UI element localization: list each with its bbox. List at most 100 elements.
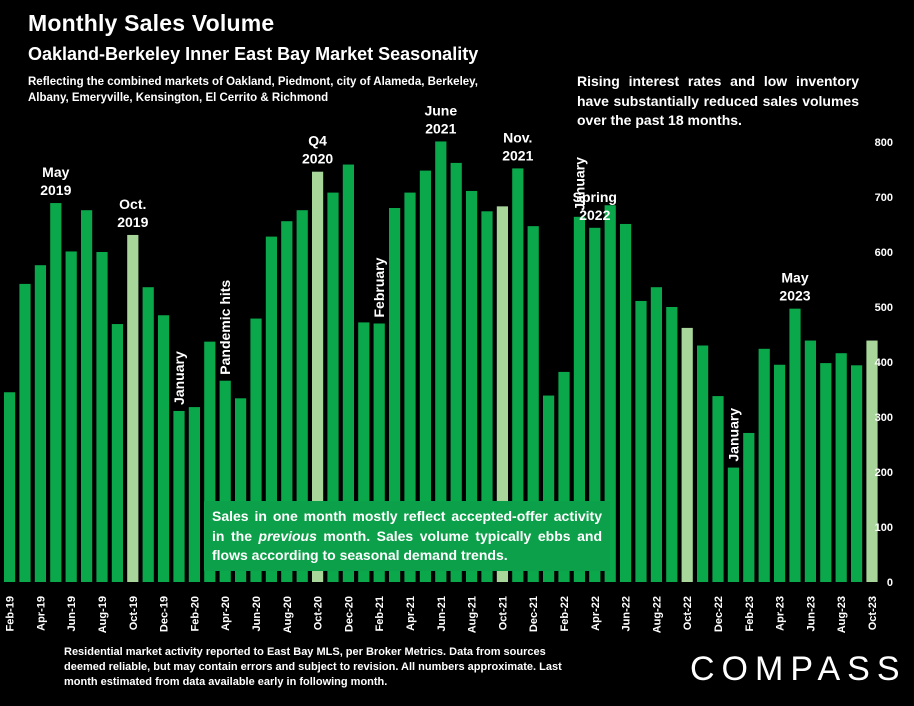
bar [558, 371, 570, 582]
x-tick-label: Feb-20 [189, 596, 201, 631]
x-tick-label: Oct-22 [682, 596, 694, 630]
x-tick-label: Oct-23 [867, 596, 879, 630]
bar [496, 206, 508, 582]
x-tick-label: Jun-22 [621, 596, 633, 631]
bar [142, 287, 154, 582]
x-tick-label: Aug-23 [836, 596, 848, 633]
bar [712, 396, 724, 582]
bar [450, 162, 462, 582]
bar [127, 234, 139, 582]
bar [327, 192, 339, 582]
annotation-label: January [725, 408, 741, 462]
annotation-label: Q4 [308, 133, 327, 149]
x-tick-label: Apr-23 [775, 596, 787, 631]
annotation-label: Spring [573, 189, 617, 205]
bar [419, 170, 431, 582]
interest-rate-callout: Rising interest rates and low inventory … [577, 73, 859, 128]
annotation-label: May [42, 164, 69, 180]
annotation-label: 2023 [779, 288, 810, 304]
x-tick-label: Oct-21 [497, 596, 509, 630]
x-tick-label: Aug-21 [467, 596, 479, 633]
x-tick-label: Apr-19 [35, 596, 47, 631]
annotation-label: 2021 [425, 120, 456, 136]
x-tick-label: Apr-22 [590, 596, 602, 631]
bar [158, 315, 170, 582]
bar [235, 398, 247, 582]
x-tick-label: Jun-20 [251, 596, 263, 631]
bar [650, 287, 662, 582]
bar [866, 340, 878, 582]
market-description: Reflecting the combined markets of Oakla… [28, 76, 478, 104]
bar [697, 345, 709, 582]
x-tick-label: Jun-21 [436, 596, 448, 631]
bar [312, 171, 324, 582]
y-tick-label: 500 [875, 302, 893, 314]
x-tick-label: Aug-22 [651, 596, 663, 633]
seasonality-note-emphasis: previous [258, 527, 317, 544]
bar [281, 221, 293, 582]
annotation-label: 2022 [579, 207, 610, 223]
bar [373, 323, 385, 582]
bar [789, 308, 801, 582]
bar [481, 211, 493, 583]
bar [65, 251, 77, 582]
bar [774, 364, 786, 582]
y-tick-label: 700 [875, 192, 893, 204]
bar [265, 236, 277, 582]
seasonality-note-before: Sales in one month mostly reflect accept… [212, 508, 602, 544]
annotation-label: Pandemic hits [217, 280, 233, 375]
bar [835, 353, 847, 582]
bar [727, 467, 739, 582]
bar [173, 410, 185, 582]
bar [111, 324, 123, 582]
bar [342, 164, 354, 583]
annotation-label: 2019 [117, 214, 148, 230]
y-tick-label: 200 [875, 467, 893, 479]
bar [589, 227, 601, 583]
page-title: Monthly Sales Volume [28, 10, 275, 36]
y-tick-label: 800 [875, 137, 893, 149]
x-tick-label: Feb-23 [744, 596, 756, 631]
annotation-label: January [171, 351, 187, 405]
bar [81, 210, 93, 582]
y-tick-label: 400 [875, 357, 893, 369]
bar [4, 392, 16, 582]
seasonality-note-box: Sales in one month mostly reflect accept… [204, 501, 610, 571]
annotation-label: June [424, 102, 457, 118]
y-tick-label: 100 [875, 522, 893, 534]
bar [851, 365, 863, 582]
bar [681, 327, 693, 582]
bar [250, 318, 262, 582]
annotation-label: May [781, 270, 808, 286]
bar [635, 300, 647, 582]
x-tick-label: Aug-20 [282, 596, 294, 633]
x-tick-label: Oct-19 [128, 596, 140, 630]
source-footnote: Residential market activity reported to … [64, 646, 562, 688]
bar [188, 407, 200, 582]
y-tick-label: 0 [887, 577, 893, 589]
x-tick-label: Aug-19 [97, 596, 109, 633]
bar [758, 348, 770, 582]
annotation-label: February [371, 257, 387, 317]
bar [666, 307, 678, 582]
bar [19, 283, 31, 582]
bar [389, 208, 401, 582]
page-subtitle: Oakland-Berkeley Inner East Bay Market S… [28, 44, 479, 64]
bar [34, 265, 46, 582]
bar [96, 252, 108, 582]
bar [219, 380, 231, 582]
x-tick-label: Feb-21 [374, 596, 386, 631]
bar [604, 205, 616, 582]
x-tick-label: Apr-20 [220, 596, 232, 631]
bar [573, 216, 585, 583]
x-tick-label: Feb-19 [5, 596, 17, 631]
bar [435, 141, 447, 582]
annotation-label: 2020 [302, 151, 333, 167]
annotation-label: Nov. [503, 129, 532, 145]
bar [804, 340, 816, 582]
bar [466, 190, 478, 582]
bar [512, 168, 524, 582]
bar [50, 203, 62, 583]
bar [204, 341, 216, 582]
x-tick-label: Oct-20 [313, 596, 325, 630]
